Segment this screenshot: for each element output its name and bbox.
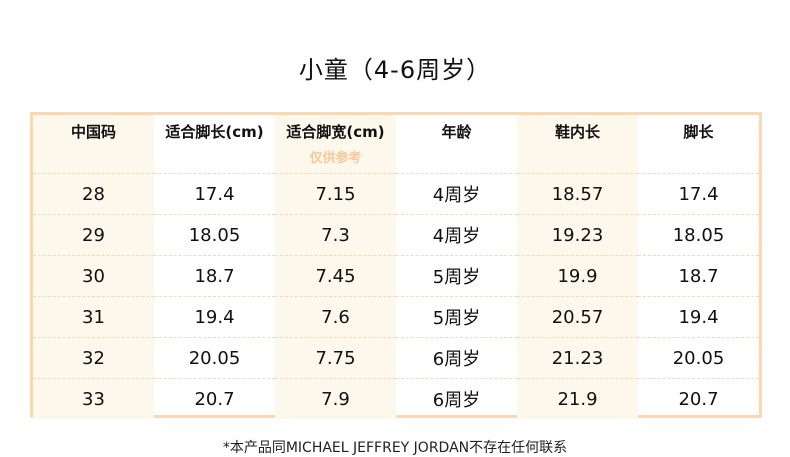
table-row: 33 20.7 7.9 6周岁 21.9 20.7 <box>33 378 759 419</box>
column-header: 年龄 <box>396 115 517 174</box>
column-header: 适合脚宽(cm) 仅供参考 <box>275 115 396 174</box>
table-cell: 30 <box>33 255 154 297</box>
page-title: 小童（4-6周岁） <box>298 56 492 84</box>
table-row: 32 20.05 7.75 6周岁 21.23 20.05 <box>33 337 759 379</box>
table-cell: 4周岁 <box>396 214 517 256</box>
column-header-label: 中国码 <box>70 123 116 141</box>
table-cell: 17.4 <box>638 173 759 215</box>
size-chart-table: 中国码 适合脚长(cm) 适合脚宽(cm) 仅供参考 年龄 鞋内长 脚长 28 17.4 7.1… <box>30 112 762 419</box>
table-cell: 6周岁 <box>396 378 517 419</box>
table-cell: 19.4 <box>154 296 275 338</box>
table-cell: 20.7 <box>154 378 275 419</box>
table-cell: 7.15 <box>275 173 396 215</box>
column-header-label: 年龄 <box>441 123 472 141</box>
table-cell: 33 <box>33 378 154 419</box>
table-cell: 7.6 <box>275 296 396 338</box>
table-cell: 4周岁 <box>396 173 517 215</box>
table-cell: 19.4 <box>638 296 759 338</box>
table-cell: 7.3 <box>275 214 396 256</box>
table-cell: 17.4 <box>154 173 275 215</box>
table-cell: 32 <box>33 337 154 379</box>
table-cell: 7.45 <box>275 255 396 297</box>
table-cell: 21.9 <box>517 378 638 419</box>
column-header: 中国码 <box>33 115 154 174</box>
column-header: 适合脚长(cm) <box>154 115 275 174</box>
column-header-label: 适合脚长(cm) <box>165 123 264 141</box>
column-header: 脚长 <box>638 115 759 174</box>
table-cell: 5周岁 <box>396 296 517 338</box>
table-row: 28 17.4 7.15 4周岁 18.57 17.4 <box>33 173 759 215</box>
table-cell: 6周岁 <box>396 337 517 379</box>
table-row: 30 18.7 7.45 5周岁 19.9 18.7 <box>33 255 759 297</box>
table-cell: 29 <box>33 214 154 256</box>
table-cell: 20.57 <box>517 296 638 338</box>
table-cell: 5周岁 <box>396 255 517 297</box>
table-cell: 18.7 <box>154 255 275 297</box>
table-cell: 28 <box>33 173 154 215</box>
disclaimer: *本产品同MICHAEL JEFFREY JORDAN不存在任何联系 <box>222 440 568 456</box>
column-header-label: 鞋内长 <box>554 123 600 141</box>
table-row: 31 19.4 7.6 5周岁 20.57 19.4 <box>33 296 759 338</box>
table-cell: 18.57 <box>517 173 638 215</box>
table-cell: 18.05 <box>638 214 759 256</box>
column-header: 鞋内长 <box>517 115 638 174</box>
table-cell: 7.75 <box>275 337 396 379</box>
table-cell: 31 <box>33 296 154 338</box>
table-cell: 18.05 <box>154 214 275 256</box>
table-cell: 21.23 <box>517 337 638 379</box>
column-header-label: 脚长 <box>683 123 714 141</box>
reference-note: 仅供参考 <box>309 151 362 166</box>
table-cell: 20.7 <box>638 378 759 419</box>
header-row: 中国码 适合脚长(cm) 适合脚宽(cm) 仅供参考 年龄 鞋内长 脚长 <box>33 115 759 174</box>
table-cell: 7.9 <box>275 378 396 419</box>
table-cell: 18.7 <box>638 255 759 297</box>
table-cell: 19.9 <box>517 255 638 297</box>
table-row: 29 18.05 7.3 4周岁 19.23 18.05 <box>33 214 759 256</box>
column-header-label: 适合脚宽(cm) <box>286 123 385 141</box>
table-cell: 19.23 <box>517 214 638 256</box>
table-cell: 20.05 <box>154 337 275 379</box>
table-cell: 20.05 <box>638 337 759 379</box>
